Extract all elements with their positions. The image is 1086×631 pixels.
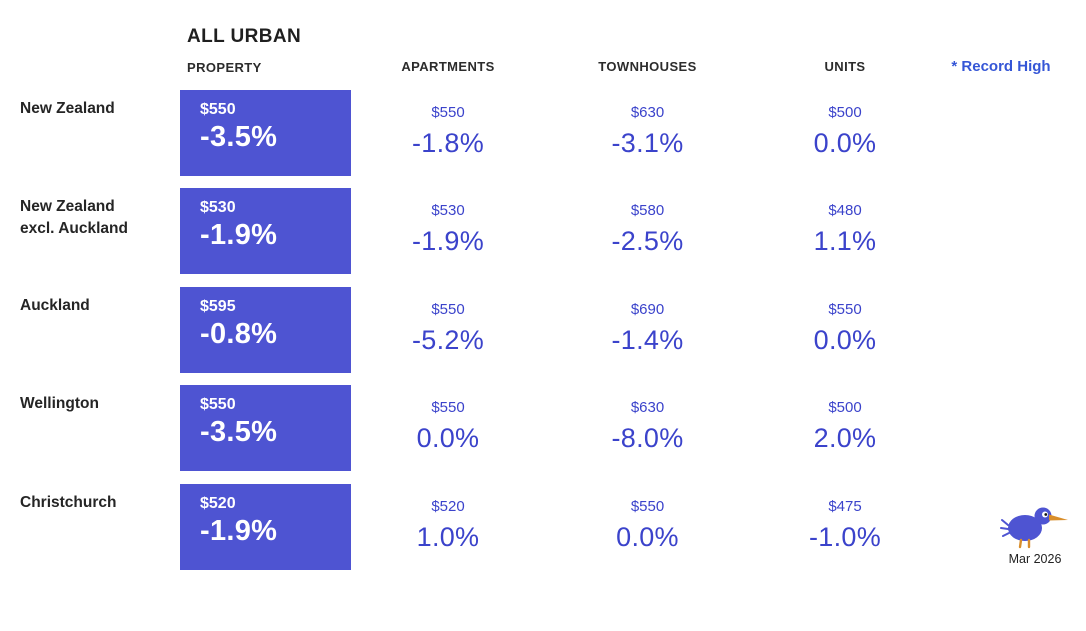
units-cell: $500 0.0% (750, 90, 940, 176)
units-cell: $480 1.1% (750, 188, 940, 274)
column-header-all-urban: ALL URBAN (187, 26, 302, 47)
price-value: $480 (828, 202, 862, 219)
all-urban-property-cell: $550 -3.5% (180, 90, 351, 176)
townhouses-cell: $580 -2.5% (545, 188, 750, 274)
townhouses-cell: $630 -8.0% (545, 385, 750, 471)
price-value: $550 (431, 399, 465, 416)
price-value: $580 (630, 202, 665, 219)
region-label: Christchurch (20, 492, 175, 514)
region-label: Auckland (20, 295, 175, 317)
price-value: $550 (828, 301, 862, 318)
price-value: $630 (630, 399, 665, 416)
apartments-cell: $520 1.0% (351, 484, 545, 570)
change-value: -1.0% (808, 522, 882, 552)
apartments-cell: $550 -5.2% (351, 287, 545, 373)
all-urban-property-cell: $595 -0.8% (180, 287, 351, 373)
price-value: $520 (431, 498, 465, 515)
change-value: 1.1% (813, 226, 877, 256)
apartments-cell: $530 -1.9% (351, 188, 545, 274)
price-value: $530 (200, 199, 236, 216)
price-value: $500 (828, 104, 862, 121)
change-value: -3.1% (611, 128, 684, 158)
change-value: 0.0% (616, 522, 679, 552)
region-label-line1: New Zealand (20, 198, 115, 215)
table-row: New Zealand excl. Auckland $530 -1.9% $5… (0, 188, 1086, 274)
table-row: New Zealand $550 -3.5% $550 -1.8% $630 -… (0, 90, 1086, 176)
all-urban-property-cell: $520 -1.9% (180, 484, 351, 570)
change-value: 0.0% (813, 325, 877, 355)
change-value: -1.8% (411, 128, 485, 158)
column-header-apartments: APARTMENTS (401, 59, 495, 74)
change-value: -1.4% (611, 325, 684, 355)
price-value: $550 (431, 104, 465, 121)
change-value: -8.0% (611, 423, 684, 453)
all-urban-property-cell: $550 -3.5% (180, 385, 351, 471)
price-value: $690 (630, 301, 665, 318)
report-date: Mar 2026 (1008, 552, 1062, 566)
price-value: $550 (200, 101, 236, 118)
region-label: New Zealand (20, 98, 175, 120)
change-value: -2.5% (611, 226, 684, 256)
change-value: -1.9% (200, 515, 278, 547)
change-value: 2.0% (813, 423, 877, 453)
townhouses-cell: $550 0.0% (545, 484, 750, 570)
record-high-legend: * Record High (951, 58, 1051, 75)
price-value: $630 (630, 104, 665, 121)
change-value: 1.0% (416, 522, 480, 552)
change-value: 0.0% (416, 423, 480, 453)
change-value: -0.8% (200, 318, 278, 350)
column-header-property: PROPERTY (187, 60, 262, 75)
price-value: $550 (200, 396, 236, 413)
table-row: Wellington $550 -3.5% $550 0.0% $630 -8.… (0, 385, 1086, 471)
change-value: -3.5% (200, 416, 278, 448)
region-label-line1: New Zealand (20, 100, 115, 117)
units-cell: $500 2.0% (750, 385, 940, 471)
price-value: $530 (431, 202, 465, 219)
townhouses-cell: $630 -3.1% (545, 90, 750, 176)
price-value: $520 (200, 495, 236, 512)
price-value: $475 (828, 498, 862, 515)
units-cell: $475 -1.0% (750, 484, 940, 570)
region-label-line2: excl. Auckland (20, 220, 128, 238)
column-header-units: UNITS (824, 59, 866, 74)
price-value: $550 (431, 301, 465, 318)
region-label: New Zealand excl. Auckland (20, 196, 175, 241)
table-row: Christchurch $520 -1.9% $520 1.0% $550 0… (0, 484, 1086, 570)
townhouses-cell: $690 -1.4% (545, 287, 750, 373)
price-value: $595 (200, 298, 236, 315)
kiwi-bird-icon (1000, 503, 1070, 549)
price-value: $550 (630, 498, 665, 515)
change-value: -1.9% (411, 226, 485, 256)
region-label-line1: Christchurch (20, 494, 117, 511)
region-label-line1: Auckland (20, 297, 90, 314)
region-label-line1: Wellington (20, 395, 99, 412)
apartments-cell: $550 -1.8% (351, 90, 545, 176)
change-value: 0.0% (813, 128, 877, 158)
apartments-cell: $550 0.0% (351, 385, 545, 471)
change-value: -3.5% (200, 121, 278, 153)
units-cell: $550 0.0% (750, 287, 940, 373)
price-value: $500 (828, 399, 862, 416)
change-value: -5.2% (411, 325, 485, 355)
table-row: Auckland $595 -0.8% $550 -5.2% $690 -1.4… (0, 287, 1086, 373)
column-header-townhouses: TOWNHOUSES (598, 59, 697, 74)
all-urban-property-cell: $530 -1.9% (180, 188, 351, 274)
change-value: -1.9% (200, 219, 278, 251)
region-label: Wellington (20, 393, 175, 415)
